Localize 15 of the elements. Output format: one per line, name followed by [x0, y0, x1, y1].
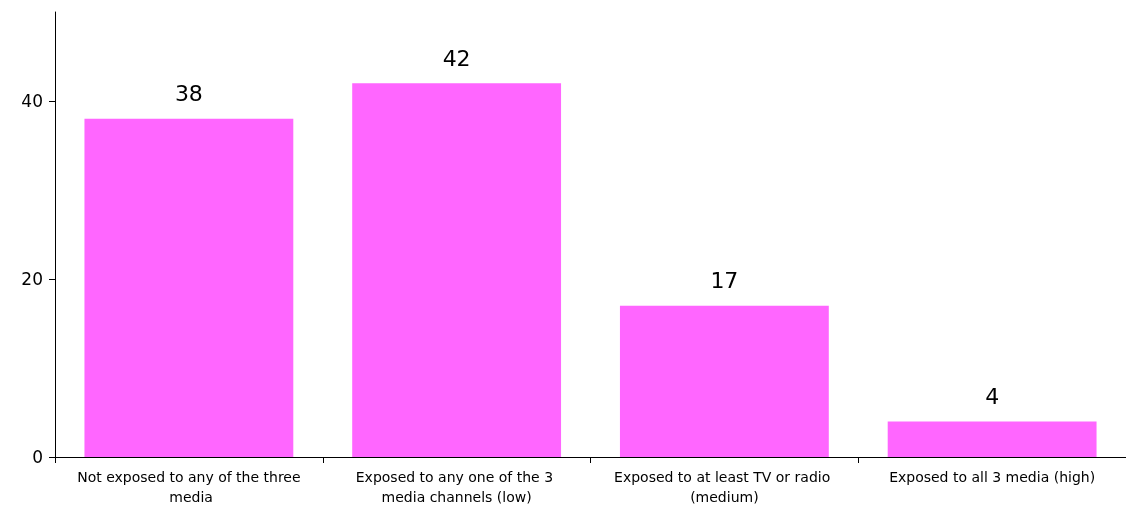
- x-tick-label: Exposed to at least TV or radio (medium): [614, 469, 835, 505]
- y-tick-label: 0: [32, 447, 43, 467]
- bar: [887, 421, 1097, 457]
- bar: [619, 305, 829, 457]
- bar: [352, 83, 562, 457]
- x-tick-label: Exposed to all 3 media (high): [889, 469, 1096, 485]
- data-label: 4: [985, 383, 1000, 409]
- bar: [84, 118, 294, 457]
- x-tick-label: Not exposed to any of the three media: [77, 469, 301, 505]
- x-tick-label: Exposed to any one of the 3 media channels (low): [355, 469, 558, 505]
- y-tick-label: 40: [21, 91, 43, 111]
- data-label: 42: [442, 45, 471, 71]
- data-label: 38: [174, 81, 203, 107]
- data-label: 17: [710, 268, 739, 294]
- y-tick-label: 20: [21, 269, 43, 289]
